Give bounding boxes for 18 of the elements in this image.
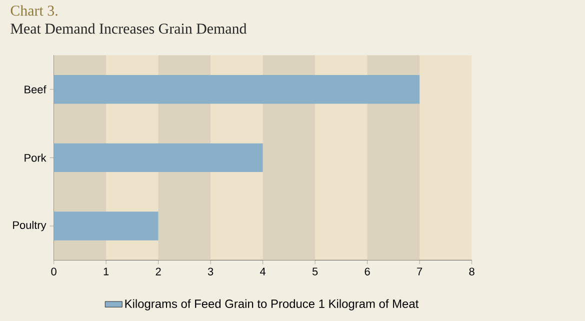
x-tick-label: 5 (312, 268, 318, 276)
x-tick-label: 7 (417, 268, 422, 276)
y-tick-label: Pork (24, 154, 46, 162)
legend-label: Kilograms of Feed Grain to Produce 1 Kilogram of Meat (125, 299, 419, 310)
bar (54, 212, 158, 240)
x-tick-label: 0 (51, 268, 56, 276)
y-tick-label: Poultry (13, 220, 46, 232)
y-tick-label: Beef (24, 85, 46, 94)
x-tick-label: 3 (208, 268, 214, 276)
x-tick-label: 8 (469, 268, 474, 276)
x-tick-label: 2 (156, 268, 161, 276)
x-tick-label: 1 (104, 268, 109, 276)
chart-subtitle: Meat Demand Increases Grain Demand (10, 23, 247, 34)
bar (54, 143, 263, 172)
x-tick-label: 6 (364, 268, 370, 276)
x-tick-label: 4 (260, 268, 266, 276)
chart-title: Chart 3. (10, 5, 58, 16)
bar (54, 75, 420, 104)
